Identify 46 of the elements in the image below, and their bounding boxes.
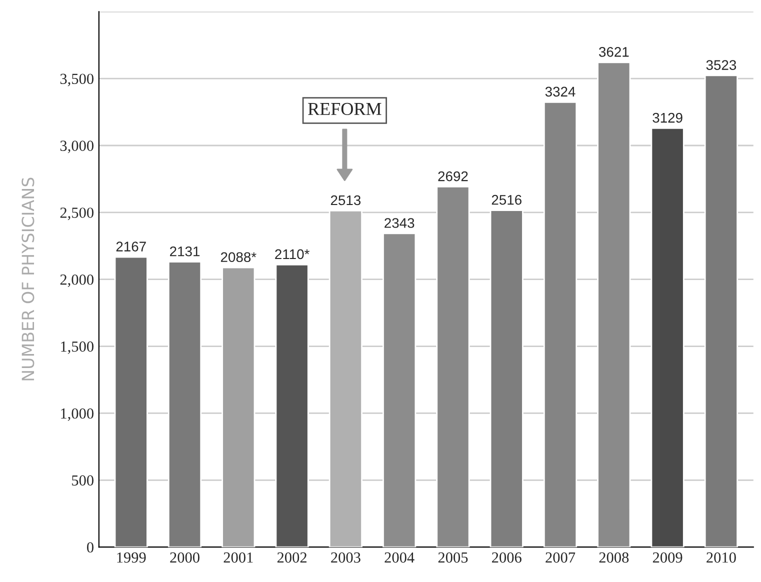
x-tick-label: 2010 [706,552,736,563]
y-tick-label: 2,500 [60,208,94,220]
x-tick-label: 2001 [224,552,253,563]
y-tick-label: 3,000 [60,140,94,154]
bar [490,210,524,548]
data-label: 2131 [170,246,200,256]
x-tick-label: 2002 [277,552,306,563]
x-tick-label: 2008 [599,552,629,563]
x-tick-label: 1999 [117,552,146,563]
y-tick-label: 1,500 [61,341,94,354]
bar [114,256,148,548]
y-tick-label: 3,500 [60,74,94,86]
bar [597,62,631,548]
x-tick-label: 2007 [546,552,576,563]
annotation: REFORM [308,102,382,116]
bar [168,261,202,548]
y-tick-label: 2,000 [60,274,94,288]
y-axis-title: NUMBER OF PHYSICIANS [22,178,34,380]
bar [275,264,309,548]
y-tick-label: 1,000 [61,408,94,421]
bar [650,128,684,548]
x-tick-label: 2000 [170,552,200,563]
x-tick-label: 2004 [384,552,414,563]
data-label: 2110* [275,249,310,260]
y-tick-label: 0 [87,542,94,553]
bar [704,74,738,548]
bar [382,232,416,548]
data-label: 2167 [116,242,146,252]
data-label: 3129 [652,112,682,123]
bar [543,101,578,548]
x-tick-label: 2006 [492,552,522,563]
bar [328,210,362,548]
data-label: 2692 [438,171,468,182]
data-label: 2343 [384,218,414,228]
x-tick-label: 2005 [438,552,468,563]
bar [436,186,470,548]
x-tick-label: 2009 [652,552,682,563]
data-label: 3324 [545,86,576,97]
x-tick-label: 2003 [331,552,360,563]
data-label: 2513 [330,195,361,206]
data-label: 2516 [492,194,522,205]
data-label: 3621 [598,47,629,57]
bar [222,266,256,548]
y-tick-label: 500 [72,475,94,486]
data-label: 3523 [706,60,736,70]
data-label: 2088* [220,252,256,262]
